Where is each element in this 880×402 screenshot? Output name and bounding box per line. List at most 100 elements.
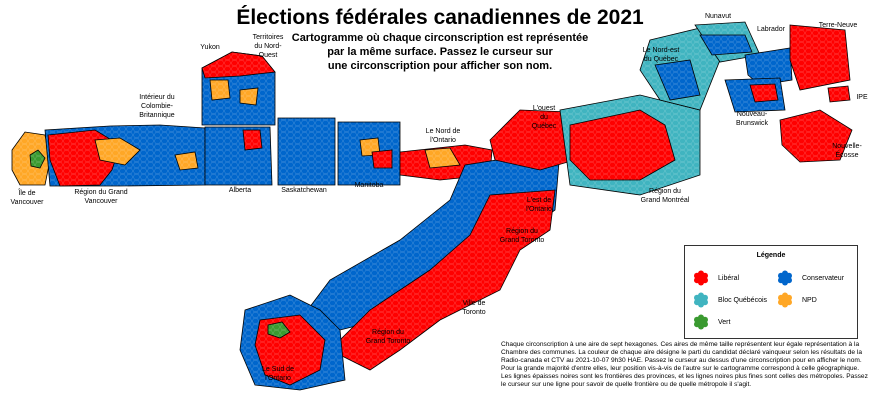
region-label-saskatchewan: Saskatchewan: [281, 186, 327, 195]
region-label-ne-quebec: Le Nord-est du Québec: [643, 46, 680, 64]
region-label-line: Ville de: [462, 300, 486, 307]
region-label-manitoba: Manitoba: [355, 181, 384, 190]
region-label-line: Alberta: [228, 187, 252, 194]
region-label-line: Nunavut: [704, 13, 732, 20]
region-label-line: l'Ontario: [265, 375, 291, 382]
riding-area-cb-npd-2[interactable]: [174, 151, 199, 171]
region-label-line: Écosse: [835, 152, 859, 159]
region-label-line: Québec: [531, 123, 557, 130]
riding-area-terre-neuve[interactable]: [789, 24, 851, 91]
region-label-line: Le Nord de: [425, 128, 461, 135]
riding-area-nouvelle-ecosse[interactable]: [779, 109, 853, 163]
region-label-ne: Nouvelle- Écosse: [832, 142, 862, 160]
legend-label: Libéral: [718, 274, 740, 282]
region-label-ipe: IPE: [856, 93, 867, 102]
riding-area-alberta[interactable]: [204, 126, 273, 186]
legend: Légende Libéral Conservateur Bloc Québécoi…: [684, 245, 858, 339]
region-label-line: Territoires: [252, 34, 284, 41]
riding-area-ile-vancouver-vert[interactable]: [29, 149, 46, 169]
riding-area-ne-quebec-cons[interactable]: [654, 59, 701, 101]
riding-area-grand-montreal[interactable]: [569, 109, 676, 181]
riding-area-sud-ontario-vert[interactable]: [267, 321, 291, 339]
region-label-line: Terre-Neuve: [818, 22, 858, 29]
riding-area-ipe[interactable]: [827, 85, 851, 103]
region-label-grand-toronto-n: Région du Grand Toronto: [500, 227, 545, 245]
region-label-line: Intérieur du: [139, 94, 175, 101]
riding-area-interieur-npd[interactable]: [94, 137, 141, 166]
legend-item-npd: NPD: [777, 292, 817, 308]
region-label-nord-ontario: Le Nord de l'Ontario: [426, 127, 461, 145]
region-label-terre-neuve: Terre-Neuve: [819, 21, 858, 30]
region-label-ouest-quebec: L'ouest du Québec: [532, 104, 557, 131]
region-label-line: Brunswick: [736, 120, 768, 127]
region-label-line: IPE: [856, 94, 868, 101]
region-label-tno: Territoires du Nord- Ouest: [253, 33, 284, 60]
riding-area-manitoba-liberal[interactable]: [371, 149, 393, 169]
region-label-ville-toronto: Ville de Toronto: [462, 299, 485, 317]
riding-area-nord-ontario-npd[interactable]: [424, 147, 461, 169]
description-text: Chaque circonscription à une aire de sep…: [501, 341, 868, 389]
region-label-line: Nouveau-: [736, 111, 768, 118]
hexagon-cluster-icon: [694, 314, 708, 330]
region-label-yukon: Yukon: [200, 43, 219, 52]
region-label-nunavut: Nunavut: [705, 12, 731, 21]
region-label-line: Vancouver: [10, 199, 44, 206]
region-label-line: Le Nord-est: [642, 47, 680, 54]
map-title: Élections fédérales canadiennes de 2021: [236, 6, 644, 29]
region-label-line: Vancouver: [84, 198, 118, 205]
region-label-line: Yukon: [200, 44, 220, 51]
region-label-line: Région du: [372, 329, 404, 336]
riding-area-grand-toronto[interactable]: [329, 189, 556, 371]
riding-area-tno-npd[interactable]: [209, 79, 231, 101]
region-label-line: Ouest: [258, 52, 278, 59]
region-label-sud-ontario: Le Sud de l'Ontario: [262, 365, 294, 383]
riding-area-tno-npd-2[interactable]: [239, 87, 259, 106]
region-label-line: L'est de: [526, 197, 552, 204]
subtitle-line: une circonscription pour afficher son no…: [327, 60, 553, 72]
region-label-line: du Nord-: [254, 43, 282, 50]
legend-title: Légende: [756, 252, 786, 259]
riding-area-nb-liberal[interactable]: [749, 83, 779, 103]
legend-item-liberal: Libéral: [693, 270, 739, 286]
region-label-line: du Québec: [643, 56, 679, 63]
legend-label: Vert: [718, 318, 731, 326]
region-label-grand-vancouver: Région du Grand Vancouver: [74, 188, 127, 206]
region-label-line: Région du: [506, 228, 538, 235]
riding-area-alberta-liberal[interactable]: [242, 129, 263, 151]
hexagon-cluster-icon: [694, 270, 708, 286]
region-label-line: l'Ontario: [526, 206, 552, 213]
region-label-alberta: Alberta: [229, 186, 251, 195]
riding-area-nunavut-cons[interactable]: [699, 34, 753, 56]
legend-label: Bloc Québécois: [718, 296, 768, 304]
region-label-line: du: [540, 114, 548, 121]
region-label-line: Colombie-: [141, 103, 173, 110]
region-label-line: Britannique: [139, 112, 175, 119]
region-label-line: Grand Toronto: [499, 237, 545, 244]
map-subtitle: Cartogramme où chaque circonscription es…: [290, 31, 590, 73]
region-label-line: Région du: [649, 188, 681, 195]
region-label-line: Île de: [18, 190, 36, 197]
region-label-labrador: Labrador: [757, 25, 785, 34]
hexagon-cluster-icon: [778, 270, 792, 286]
subtitle-line: par la même surface. Passez le curseur s…: [327, 46, 553, 58]
legend-item-conservateur: Conservateur: [777, 270, 844, 286]
legend-item-vert: Vert: [693, 314, 730, 330]
hexagon-cluster-icon: [778, 292, 792, 308]
region-label-line: Manitoba: [354, 182, 384, 189]
region-label-line: l'Ontario: [430, 137, 456, 144]
region-label-grand-montreal: Région du Grand Montréal: [641, 187, 690, 205]
region-label-line: Grand Toronto: [365, 338, 411, 345]
riding-area-yukon-liberal[interactable]: [201, 51, 276, 79]
legend-label: NPD: [802, 296, 817, 304]
riding-area-saskatchewan[interactable]: [277, 117, 336, 186]
region-label-line: Nouvelle-: [832, 143, 862, 150]
region-label-est-ontario: L'est de l'Ontario: [526, 196, 552, 214]
legend-label: Conservateur: [802, 274, 845, 282]
region-label-nb: Nouveau- Brunswick: [736, 110, 768, 128]
subtitle-line: Cartogramme où chaque circonscription es…: [291, 32, 589, 44]
region-label-line: Saskatchewan: [281, 187, 327, 194]
hexagon-cluster-icon: [694, 292, 708, 308]
region-label-ile-vancouver: Île de Vancouver: [11, 189, 44, 207]
region-label-line: Grand Montréal: [640, 197, 690, 204]
legend-item-bloc: Bloc Québécois: [693, 292, 767, 308]
